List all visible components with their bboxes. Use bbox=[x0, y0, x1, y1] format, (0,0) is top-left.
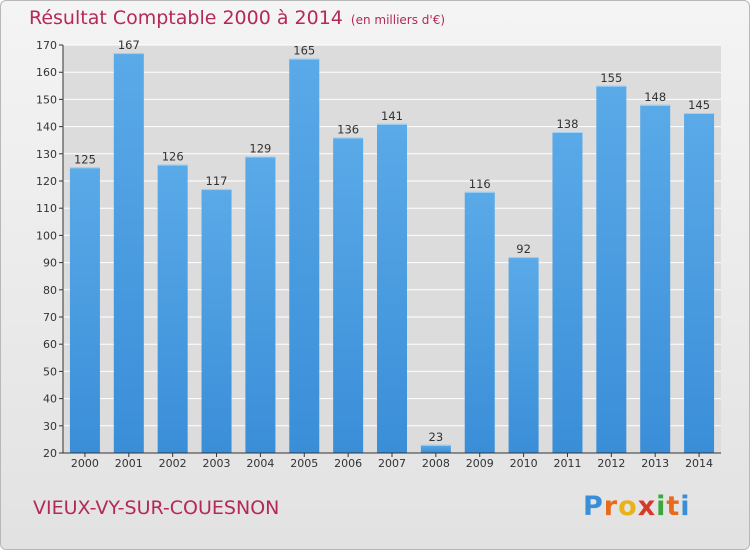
bar bbox=[552, 132, 583, 454]
chart-title: Résultat Comptable 2000 à 2014 (en millie… bbox=[29, 7, 445, 29]
x-tick-label: 2008 bbox=[422, 457, 450, 470]
x-tick-label: 2003 bbox=[203, 457, 231, 470]
x-tick-label: 2005 bbox=[290, 457, 318, 470]
bar bbox=[508, 257, 539, 453]
bar bbox=[201, 189, 232, 453]
y-tick-label: 90 bbox=[43, 257, 57, 270]
logo-letter: i bbox=[680, 491, 691, 522]
value-label: 117 bbox=[206, 174, 228, 188]
value-label: 136 bbox=[337, 122, 359, 136]
x-tick-label: 2001 bbox=[115, 457, 143, 470]
x-tick-label: 2004 bbox=[246, 457, 274, 470]
y-tick-label: 40 bbox=[43, 393, 57, 406]
y-tick-label: 130 bbox=[36, 148, 57, 161]
value-label: 165 bbox=[293, 44, 315, 58]
value-label: 148 bbox=[644, 90, 666, 104]
x-tick-label: 2000 bbox=[71, 457, 99, 470]
value-label: 125 bbox=[74, 152, 96, 166]
value-label: 116 bbox=[469, 177, 491, 191]
value-label: 129 bbox=[249, 142, 271, 156]
y-tick-label: 60 bbox=[43, 338, 57, 351]
value-label: 155 bbox=[600, 71, 622, 85]
bar bbox=[596, 85, 627, 454]
logo-letter: o bbox=[618, 491, 638, 522]
x-tick-labels: 2000 2001 2002 2003 2004 2005 2006 2007 2008 2009… bbox=[71, 453, 713, 470]
bar bbox=[464, 191, 495, 453]
x-tick-label: 2011 bbox=[553, 457, 581, 470]
value-label: 167 bbox=[118, 38, 140, 52]
value-label: 141 bbox=[381, 109, 403, 123]
bar bbox=[684, 113, 715, 453]
value-label: 92 bbox=[516, 242, 531, 256]
value-label: 126 bbox=[162, 150, 184, 164]
value-label: 23 bbox=[429, 430, 444, 444]
x-tick-label: 2009 bbox=[466, 457, 494, 470]
y-tick-label: 150 bbox=[36, 93, 57, 106]
bar bbox=[289, 58, 320, 453]
value-labels: 125 167 126 117 129 165 136 141 23 116 92 138 155 148… bbox=[74, 38, 710, 444]
bar bbox=[333, 137, 364, 454]
y-tick-label: 20 bbox=[43, 447, 57, 460]
x-tick-label: 2007 bbox=[378, 457, 406, 470]
title-text: Résultat Comptable 2000 à 2014 bbox=[29, 7, 343, 29]
y-tick-label: 160 bbox=[36, 66, 57, 79]
y-tick-label: 80 bbox=[43, 284, 57, 297]
bar bbox=[377, 123, 407, 453]
x-tick-label: 2006 bbox=[334, 457, 362, 470]
bar bbox=[640, 104, 671, 453]
x-tick-label: 2010 bbox=[510, 457, 538, 470]
y-tick-label: 120 bbox=[36, 175, 57, 188]
bar bbox=[69, 167, 100, 453]
y-tick-label: 100 bbox=[36, 229, 57, 242]
logo-letter: i bbox=[656, 491, 667, 522]
logo-letter: x bbox=[637, 491, 657, 522]
x-tick-label: 2014 bbox=[685, 457, 713, 470]
x-tick-label: 2002 bbox=[159, 457, 187, 470]
bar bbox=[113, 53, 144, 453]
proxiti-logo[interactable]: Proxiti bbox=[583, 491, 691, 522]
bar bbox=[157, 164, 188, 453]
y-tick-label: 170 bbox=[36, 39, 57, 52]
y-tick-label: 70 bbox=[43, 311, 57, 324]
x-tick-label: 2012 bbox=[597, 457, 625, 470]
bar bbox=[245, 156, 276, 453]
bar-chart: 20 30 40 50 60 70 80 90 100 110 120 130 140 150 160 170… bbox=[36, 38, 721, 470]
logo-letter: r bbox=[603, 491, 619, 522]
y-tick-label: 30 bbox=[43, 420, 57, 433]
y-tick-label: 140 bbox=[36, 121, 57, 134]
town-name: VIEUX-VY-SUR-COUESNON bbox=[33, 497, 280, 519]
unit-label: (en milliers d'€) bbox=[350, 13, 446, 27]
value-label: 138 bbox=[556, 117, 578, 131]
value-label: 145 bbox=[688, 98, 710, 112]
y-tick-labels: 20 30 40 50 60 70 80 90 100 110 120 130 140 150 160 170 bbox=[36, 39, 57, 460]
y-tick-label: 50 bbox=[43, 365, 57, 378]
x-tick-label: 2013 bbox=[641, 457, 669, 470]
y-tick-label: 110 bbox=[36, 202, 57, 215]
logo-letter: t bbox=[666, 491, 681, 522]
bar bbox=[420, 444, 451, 453]
logo-letter: P bbox=[583, 491, 604, 522]
bars bbox=[69, 53, 715, 454]
